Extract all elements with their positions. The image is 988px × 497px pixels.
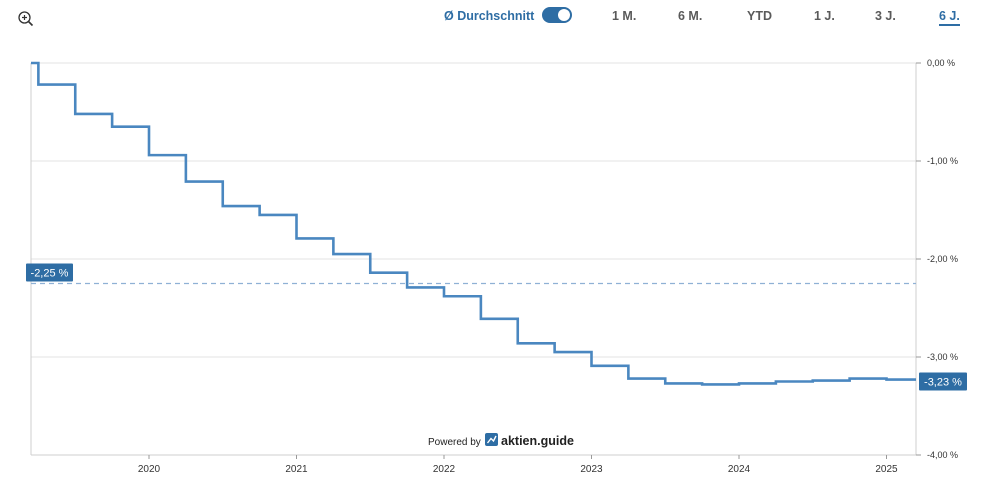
range-button-3y[interactable]: 3 J. [875, 9, 896, 23]
range-button-1y[interactable]: 1 J. [814, 9, 835, 23]
brand-text[interactable]: aktien.guide [501, 434, 574, 448]
range-button-ytd[interactable]: YTD [747, 9, 772, 23]
y-tick-label: 0,00 % [927, 58, 955, 68]
x-axis-ticks: 2020 2021 2022 2023 2024 2025 [138, 455, 898, 475]
y-tick-label: -3,00 % [927, 352, 958, 362]
average-badge-bg [26, 263, 73, 282]
x-tick-label: 2020 [138, 464, 161, 475]
average-label: Ø Durchschnitt [444, 9, 535, 23]
grid-lines [31, 62, 916, 456]
y-tick-label: -4,00 % [927, 450, 958, 460]
last-value-badge-label: -3,23 % [924, 377, 962, 389]
average-toggle[interactable] [542, 7, 572, 23]
series-group [31, 61, 916, 386]
zoom-in-icon[interactable] [17, 10, 35, 28]
powered-by: Powered by aktien.guide [428, 433, 574, 448]
series-line [31, 61, 916, 386]
toggle-knob [558, 9, 570, 21]
x-tick-label: 2023 [580, 464, 603, 475]
range-button-1m[interactable]: 1 M. [612, 9, 637, 23]
y-tick-label: -2,00 % [927, 254, 958, 264]
range-button-6y[interactable]: 6 J. [939, 9, 960, 26]
y-tick-label: -1,00 % [927, 156, 958, 166]
last-value-badge-bg [919, 372, 967, 391]
powered-by-text: Powered by [428, 437, 481, 448]
x-tick-label: 2024 [728, 464, 751, 475]
x-tick-label: 2022 [433, 464, 456, 475]
trend-up-icon [485, 433, 498, 446]
x-tick-label: 2025 [875, 464, 898, 475]
range-button-6m[interactable]: 6 M. [678, 9, 703, 23]
average-badge-label: -2,25 % [31, 268, 69, 280]
y-axis-ticks: 0,00 % -1,00 % -2,00 % -3,00 % -4,00 % [916, 58, 958, 460]
x-tick-label: 2021 [285, 464, 308, 475]
value-badges: -2,25 % -3,23 % [26, 263, 967, 391]
